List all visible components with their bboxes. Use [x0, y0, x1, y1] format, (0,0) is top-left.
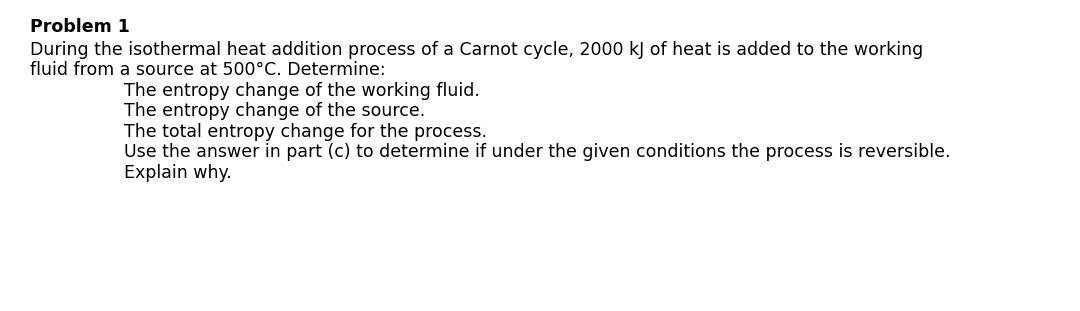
Text: The total entropy change for the process.: The total entropy change for the process… — [124, 123, 487, 141]
Text: The entropy change of the working fluid.: The entropy change of the working fluid. — [124, 82, 481, 100]
Text: Explain why.: Explain why. — [124, 164, 232, 182]
Text: During the isothermal heat addition process of a Carnot cycle, 2000 kJ of heat i: During the isothermal heat addition proc… — [30, 41, 923, 59]
Text: The entropy change of the source.: The entropy change of the source. — [124, 102, 426, 120]
Text: Problem 1: Problem 1 — [30, 18, 130, 36]
Text: Use the answer in part (c) to determine if under the given conditions the proces: Use the answer in part (c) to determine … — [124, 143, 950, 161]
Text: fluid from a source at 500°C. Determine:: fluid from a source at 500°C. Determine: — [30, 61, 386, 79]
